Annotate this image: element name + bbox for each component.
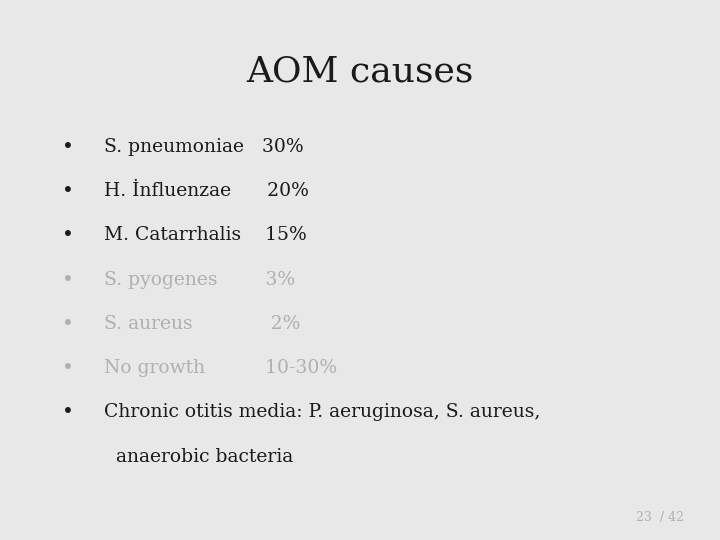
Text: anaerobic bacteria: anaerobic bacteria <box>104 448 294 465</box>
Text: 23  / 42: 23 / 42 <box>636 511 684 524</box>
Text: S. aureus             2%: S. aureus 2% <box>104 315 301 333</box>
Text: No growth          10-30%: No growth 10-30% <box>104 359 338 377</box>
Text: •: • <box>63 315 74 334</box>
Text: •: • <box>63 226 74 245</box>
Text: M. Catarrhalis    15%: M. Catarrhalis 15% <box>104 226 307 244</box>
Text: •: • <box>63 359 74 378</box>
Text: •: • <box>63 182 74 201</box>
Text: •: • <box>63 271 74 289</box>
Text: S. pyogenes        3%: S. pyogenes 3% <box>104 271 295 288</box>
Text: AOM causes: AOM causes <box>246 54 474 88</box>
Text: S. pneumoniae   30%: S. pneumoniae 30% <box>104 138 304 156</box>
Text: •: • <box>63 403 74 422</box>
Text: H. İnfluenzae      20%: H. İnfluenzae 20% <box>104 182 310 200</box>
Text: Chronic otitis media: P. aeruginosa, S. aureus,: Chronic otitis media: P. aeruginosa, S. … <box>104 403 541 421</box>
Text: •: • <box>63 138 74 157</box>
